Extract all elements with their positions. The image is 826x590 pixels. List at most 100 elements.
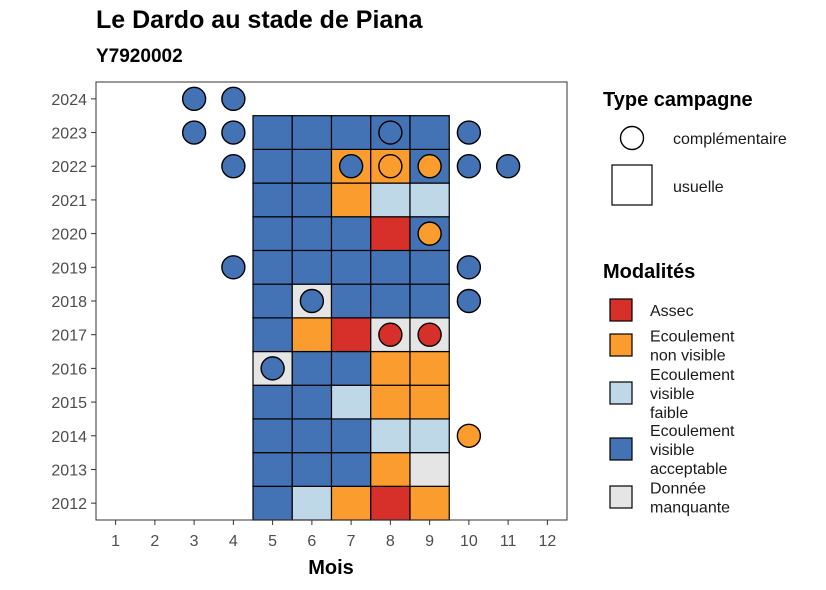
- point-2023-8: [378, 120, 403, 145]
- point-2019-4: [221, 255, 246, 280]
- tile-2015-5: [252, 384, 293, 420]
- x-tick-label: 5: [268, 533, 277, 550]
- tile-2018-5: [252, 283, 293, 319]
- legend-swatch: [609, 485, 633, 509]
- tile-2019-8: [370, 249, 411, 285]
- point-2022-10: [456, 154, 482, 179]
- legend-square-key: [611, 164, 653, 206]
- legend-modalite-label: visible: [650, 386, 695, 403]
- legend-modalites-title: Modalités: [603, 261, 695, 283]
- point-2017-9: [417, 322, 442, 347]
- tile-2019-9: [409, 249, 450, 285]
- legend-swatch: [609, 437, 633, 461]
- tile-2014-7: [330, 418, 372, 454]
- legend-type-title: Type campagne: [603, 89, 753, 111]
- x-tick-label: 1: [111, 533, 120, 550]
- tile-2016-7: [330, 350, 372, 386]
- tile-2023-6: [291, 115, 333, 150]
- tile-2021-8: [370, 182, 411, 218]
- y-tick-label: 2023: [51, 126, 87, 143]
- tile-2014-5: [252, 418, 293, 454]
- y-tick-label: 2014: [51, 429, 87, 446]
- y-tick-label: 2021: [51, 193, 87, 210]
- x-tick-label: 10: [460, 533, 478, 550]
- point-2019-10: [456, 255, 482, 280]
- tile-2020-7: [330, 216, 372, 252]
- tile-2020-5: [252, 216, 293, 252]
- point-2023-4: [221, 120, 246, 145]
- x-tick-label: 11: [500, 533, 517, 550]
- x-axis: 1 2 3 4 5 6 7 8 9 10 11 12: [111, 520, 556, 550]
- point-2022-4: [221, 154, 246, 179]
- legend-type-campagne: Type campagne complémentaire usuelle: [603, 89, 787, 206]
- legend-modalite-label: Ecoulement: [650, 423, 735, 440]
- legend-type-label: complémentaire: [673, 131, 787, 148]
- tile-2015-9: [409, 384, 450, 420]
- tile-2023-7: [330, 115, 372, 150]
- tile-2015-8: [370, 384, 411, 420]
- x-axis-title: Mois: [308, 557, 354, 579]
- tile-2017-7: [330, 317, 372, 353]
- legend-modalite-label: manquante: [650, 500, 730, 517]
- tile-2020-8: [370, 216, 411, 252]
- tile-2019-7: [330, 249, 372, 285]
- x-tick-label: 3: [190, 533, 199, 550]
- legend-modalite-label: faible: [650, 405, 688, 422]
- y-tick-label: 2016: [51, 361, 87, 378]
- point-2022-7: [338, 154, 364, 179]
- x-tick-label: 7: [347, 533, 356, 550]
- tile-2020-6: [291, 216, 333, 252]
- tile-2022-5: [252, 148, 293, 184]
- legend-swatch: [609, 333, 633, 357]
- tile-2018-7: [330, 283, 372, 319]
- tile-2021-6: [291, 182, 333, 218]
- legend-type-label: usuelle: [673, 179, 724, 196]
- chart-subtitle: Y7920002: [96, 46, 183, 67]
- tile-2013-5: [252, 452, 293, 487]
- y-tick-label: 2017: [51, 328, 87, 345]
- tile-2015-7: [330, 384, 372, 420]
- y-tick-label: 2018: [51, 294, 87, 311]
- tile-2013-9: [409, 452, 450, 487]
- tile-2023-9: [409, 115, 450, 150]
- point-layer: [181, 86, 521, 448]
- tile-2012-5: [252, 485, 293, 521]
- tile-2021-9: [409, 182, 450, 218]
- legend-modalite-label: Ecoulement: [650, 329, 735, 346]
- legend-modalite-label: Donnée: [650, 481, 706, 498]
- tile-2017-5: [252, 317, 293, 353]
- point-2023-10: [456, 120, 482, 145]
- x-tick-label: 9: [425, 533, 434, 550]
- tile-2013-6: [291, 452, 333, 487]
- tile-2012-9: [409, 485, 450, 521]
- legend-modalite-label: non visible: [650, 348, 726, 365]
- point-2023-3: [181, 120, 207, 145]
- tile-2017-6: [291, 317, 333, 353]
- x-tick-label: 6: [307, 533, 316, 550]
- legend-modalite-label: Ecoulement: [650, 367, 735, 384]
- point-2018-10: [456, 288, 482, 314]
- tile-2014-9: [409, 418, 450, 454]
- tile-2013-7: [330, 452, 372, 487]
- tile-2019-5: [252, 249, 293, 285]
- tile-2015-6: [291, 384, 333, 420]
- y-axis: 2012 2013 2014 2015 2016 2017 2018 2019 2020 2021…: [51, 92, 96, 513]
- y-tick-label: 2020: [51, 227, 87, 244]
- legend-modalite-label: acceptable: [650, 461, 727, 478]
- legend-circle-key: [619, 125, 645, 151]
- y-tick-label: 2022: [51, 159, 87, 176]
- tile-2018-8: [370, 283, 411, 319]
- point-2024-3: [181, 86, 207, 112]
- x-tick-label: 2: [150, 533, 159, 550]
- point-2020-9: [417, 221, 442, 246]
- chart-title: Le Dardo au stade de Piana: [96, 6, 423, 34]
- tile-2012-8: [370, 485, 411, 521]
- point-2022-11: [495, 154, 521, 179]
- tile-2012-7: [330, 485, 372, 521]
- y-tick-label: 2013: [51, 462, 87, 479]
- point-2014-10: [456, 423, 482, 448]
- legend-modalite-label: visible: [650, 442, 695, 459]
- tile-2016-8: [370, 350, 411, 386]
- point-2022-9: [417, 154, 442, 179]
